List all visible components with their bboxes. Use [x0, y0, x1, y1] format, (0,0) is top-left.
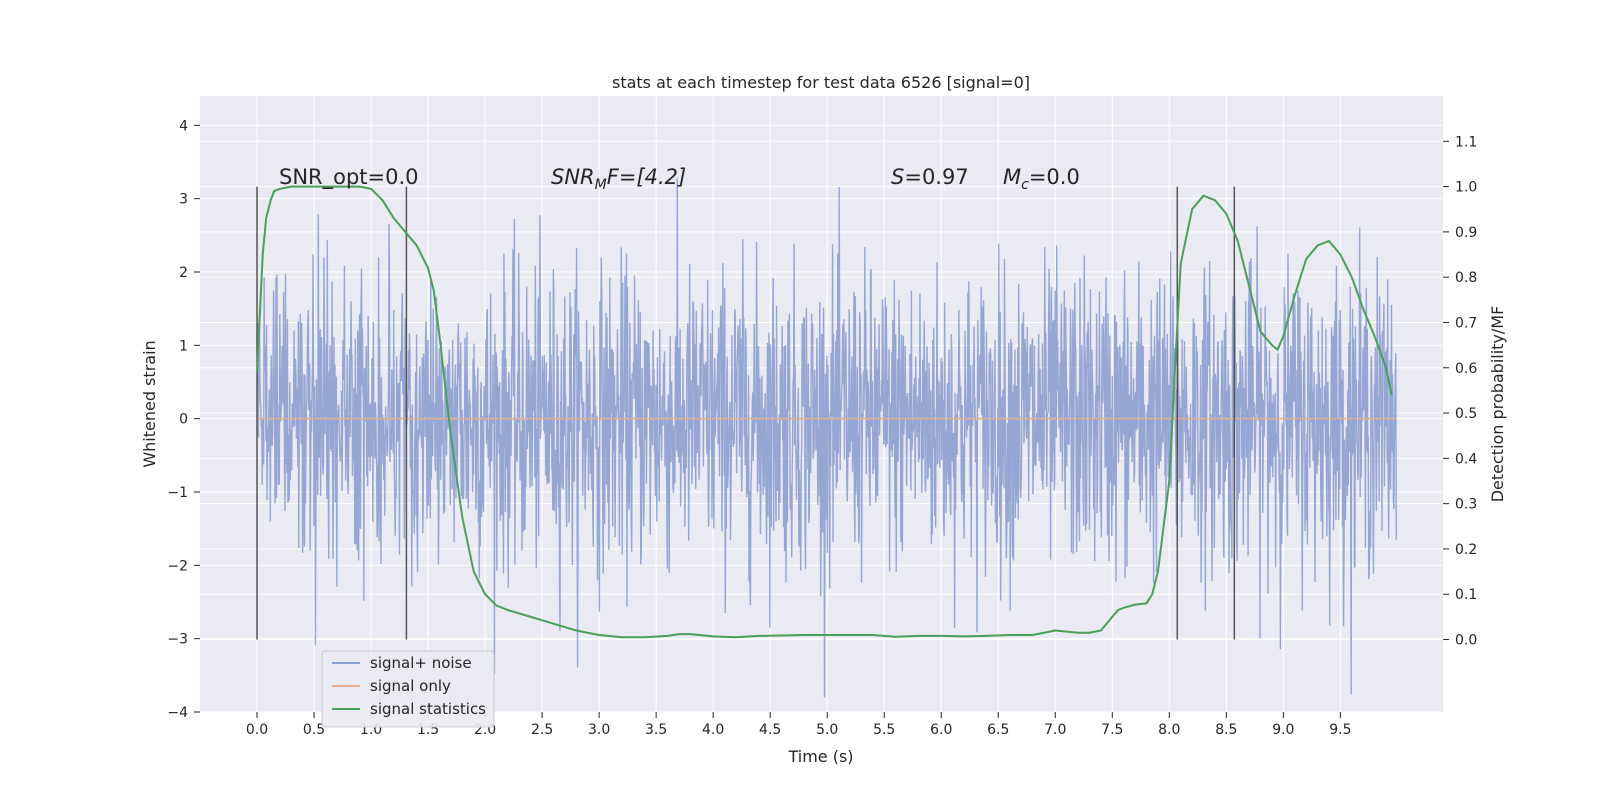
right-tick-label: 0.2 [1455, 542, 1477, 558]
y-tick-label: −4 [167, 705, 188, 721]
annotation-mc-sub: c [1021, 177, 1029, 193]
x-tick-label: 3.0 [588, 722, 610, 738]
right-tick-label: 1.1 [1455, 134, 1477, 150]
x-tick-label: 9.0 [1272, 722, 1294, 738]
chart-title: stats at each timestep for test data 652… [612, 73, 1030, 92]
annotation-mc-val: =0.0 [1029, 165, 1080, 189]
legend-label-signal-only: signal only [370, 677, 451, 695]
right-tick-label: 0.5 [1455, 406, 1477, 422]
legend: signal+ noise signal only signal statist… [321, 650, 495, 728]
x-tick-label: 0.5 [303, 722, 325, 738]
annotation-snr-mf-main: SNR [551, 165, 595, 189]
x-tick-label: 0.0 [246, 722, 268, 738]
y-tick-label: 2 [179, 265, 188, 281]
y-tick-label: 4 [179, 118, 188, 134]
y-tick-label: −1 [167, 485, 188, 501]
legend-box [321, 650, 495, 728]
y-axis-label: Whitened strain [140, 340, 159, 467]
right-tick-label: 1.0 [1455, 180, 1477, 196]
right-tick-label: 0.4 [1455, 451, 1477, 467]
annotation-snr-opt: SNR_opt=0.0 [279, 165, 419, 190]
x-tick-label: 5.5 [873, 722, 895, 738]
right-tick-label: 0.1 [1455, 587, 1477, 603]
x-tick-label: 4.0 [702, 722, 724, 738]
x-tick-label: 8.5 [1215, 722, 1237, 738]
x-tick-label: 3.5 [645, 722, 667, 738]
annotation-snr-mf: SNRMF=[4.2] [551, 165, 686, 193]
x-tick-label: 7.0 [1044, 722, 1066, 738]
annotation-s-val: =0.97 [904, 165, 968, 189]
x-axis-ticks: 0.0 0.5 1.0 1.5 2.0 2.5 3.0 3.5 4.0 4.5 5.0 5.5 6.0 6… [246, 712, 1351, 738]
right-tick-label: 0.0 [1455, 633, 1477, 649]
y-axis-ticks: 4 3 2 1 0 −1 −2 −3 −4 [167, 118, 200, 721]
y-tick-label: 0 [179, 412, 188, 428]
right-tick-label: 0.8 [1455, 270, 1477, 286]
legend-label-signal-statistics: signal statistics [370, 700, 486, 718]
y-tick-label: 1 [179, 338, 188, 354]
y-tick-label: −2 [167, 558, 188, 574]
y-tick-label: −3 [167, 632, 188, 648]
x-axis-label: Time (s) [787, 747, 853, 766]
x-tick-label: 4.5 [759, 722, 781, 738]
right-tick-label: 0.9 [1455, 225, 1477, 241]
annotation-mc: Mc=0.0 [1003, 165, 1080, 193]
annotation-mc-var: M [1003, 165, 1021, 189]
legend-label-noise: signal+ noise [370, 654, 472, 672]
x-tick-label: 6.0 [930, 722, 952, 738]
annotation-s: S=0.97 [891, 165, 969, 189]
x-tick-label: 6.5 [987, 722, 1009, 738]
signal-statistics-line [256, 185, 1393, 639]
x-tick-label: 2.5 [531, 722, 553, 738]
right-tick-label: 0.3 [1455, 497, 1477, 513]
annotation-s-var: S [891, 165, 904, 189]
x-tick-label: 8.0 [1158, 722, 1180, 738]
right-axis-label: Detection probability/MF [1488, 306, 1507, 503]
right-axis-ticks: 1.1 1.0 0.9 0.8 0.7 0.6 0.5 0.4 0.3 0.2 0.1 0.0 [1443, 134, 1477, 649]
signal-statistics-series [256, 185, 1393, 639]
x-tick-label: 5.0 [816, 722, 838, 738]
right-tick-label: 0.6 [1455, 361, 1477, 377]
right-tick-label: 0.7 [1455, 315, 1477, 331]
y-tick-label: 3 [179, 192, 188, 208]
annotation-snr-mf-tail: F=[4.2] [607, 165, 686, 189]
annotation-snr-mf-sub: M [595, 177, 607, 193]
x-tick-label: 9.5 [1329, 722, 1351, 738]
vertical-markers [256, 186, 1236, 640]
x-tick-label: 7.5 [1101, 722, 1123, 738]
